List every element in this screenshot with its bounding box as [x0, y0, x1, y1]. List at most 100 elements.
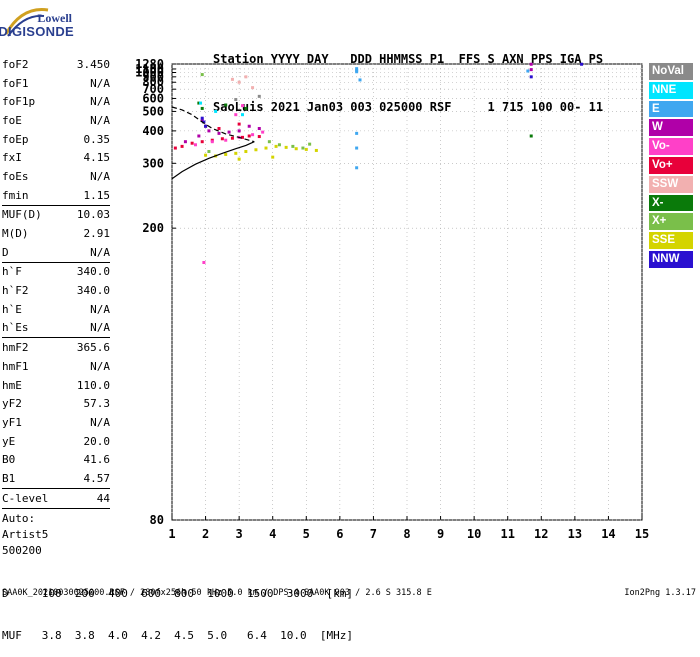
param-separator — [2, 204, 110, 206]
data-point — [284, 145, 288, 149]
param-name: foEs — [2, 169, 29, 183]
data-point — [241, 104, 244, 108]
data-point — [247, 124, 251, 128]
param-row: B0 41.6 — [2, 450, 110, 469]
data-point — [277, 143, 281, 147]
x-tick-label: 2 — [202, 527, 209, 541]
header-labels: Station YYYY DAY DDD HHMMSS P1 FFS S AXN… — [213, 52, 604, 66]
param-name: h`E — [2, 302, 22, 316]
data-point — [230, 136, 234, 140]
param-value: N/A — [90, 302, 110, 316]
x-tick-label: 13 — [568, 527, 582, 541]
param-value: 365.6 — [76, 341, 110, 355]
data-point — [224, 103, 228, 107]
param-name: MUF(D) — [2, 208, 42, 222]
x-tick-label: 5 — [303, 527, 310, 541]
data-point — [261, 130, 265, 134]
param-value: 57.3 — [83, 397, 111, 411]
param-row: hmF2 365.6 — [2, 338, 110, 357]
muf-table: D 100 200 400 600 800 1000 1500 3000 [km… — [2, 559, 353, 657]
data-point — [257, 127, 261, 131]
x-tick-label: 4 — [269, 527, 276, 541]
logo-line1: Lowell — [37, 11, 72, 25]
x-tick-label: 9 — [437, 527, 444, 541]
x-tick-label: 10 — [467, 527, 481, 541]
legend-item-sse: SSE — [649, 232, 693, 249]
data-point — [301, 146, 305, 150]
param-row: M(D) 2.91 — [2, 224, 110, 243]
data-point — [204, 153, 208, 157]
param-value: 3.450 — [76, 57, 110, 71]
data-point — [264, 146, 268, 150]
data-point — [304, 147, 308, 151]
param-name: yF2 — [2, 397, 22, 411]
param-row: C-level 44 — [2, 489, 110, 508]
param-name: C-level — [2, 491, 49, 505]
auto-line1: Auto: — [2, 511, 36, 525]
data-point — [267, 140, 271, 144]
x-tick-label: 15 — [635, 527, 649, 541]
data-point — [210, 140, 214, 144]
auto-line3: 500200 — [2, 543, 42, 557]
param-separator — [2, 337, 110, 339]
y-tick-label: 1280 — [135, 57, 164, 71]
data-point — [257, 135, 261, 139]
data-point — [244, 106, 248, 110]
y-tick-label: 200 — [142, 221, 164, 235]
param-separator — [2, 261, 110, 263]
data-point — [217, 127, 221, 131]
parameters-panel: foF2 3.450 foF1 N/A foF1p N/A foE N/A foEp 0.35 fx… — [2, 55, 110, 559]
logo-line2: DIGISONDE — [0, 24, 74, 39]
x-tick-label: 7 — [370, 527, 377, 541]
param-value: 41.6 — [83, 453, 111, 467]
param-name: B1 — [2, 471, 16, 485]
y-tick-label: 400 — [142, 124, 164, 138]
legend: NoVal NNE E W Vo- Vo+ SSW X- X+ SSE NNW — [649, 63, 693, 270]
param-row: fxI 4.15 — [2, 148, 110, 167]
trace-line-solid — [171, 141, 255, 180]
param-separator — [2, 507, 110, 509]
trace-line-dashed — [171, 106, 255, 143]
param-value: 110.0 — [76, 378, 110, 392]
param-row: D N/A — [2, 243, 110, 262]
data-point — [200, 118, 204, 122]
logo-swoosh-icon — [4, 8, 49, 37]
param-row: h`F2 340.0 — [2, 281, 110, 300]
legend-item-nnw: NNW — [649, 250, 693, 268]
param-row: foF1p N/A — [2, 92, 110, 111]
data-point — [254, 148, 258, 152]
param-row: foEs N/A — [2, 167, 110, 186]
data-point — [529, 68, 533, 72]
param-name: foF2 — [2, 57, 29, 71]
data-point — [217, 131, 221, 135]
data-point — [529, 75, 533, 79]
param-value: 340.0 — [76, 265, 110, 279]
legend-item-nne: NNE — [649, 81, 693, 99]
param-row: fmin 1.15 — [2, 186, 110, 205]
data-point — [241, 135, 244, 139]
param-value: N/A — [90, 95, 110, 109]
param-separator — [2, 487, 110, 489]
auto-line2: Artist5 — [2, 527, 49, 541]
param-value: 20.0 — [83, 434, 111, 448]
param-row: B1 4.57 — [2, 469, 110, 488]
param-row: h`F 340.0 — [2, 263, 110, 282]
param-name: foF1 — [2, 76, 29, 90]
param-value: N/A — [90, 169, 110, 183]
data-point — [274, 144, 278, 148]
data-point — [355, 67, 359, 71]
param-value: 10.03 — [76, 208, 110, 222]
param-name: yE — [2, 434, 16, 448]
data-point — [200, 116, 204, 120]
param-value: N/A — [90, 415, 110, 429]
data-point — [237, 80, 241, 84]
data-point — [529, 62, 533, 66]
data-point — [247, 134, 251, 138]
data-point — [204, 124, 208, 128]
param-name: h`F — [2, 265, 22, 279]
param-row: foF2 3.450 — [2, 55, 110, 74]
param-value: N/A — [90, 76, 110, 90]
data-point — [294, 147, 298, 151]
digisonde-logo: Lowell DIGISONDE — [0, 4, 76, 42]
data-point — [194, 143, 197, 147]
